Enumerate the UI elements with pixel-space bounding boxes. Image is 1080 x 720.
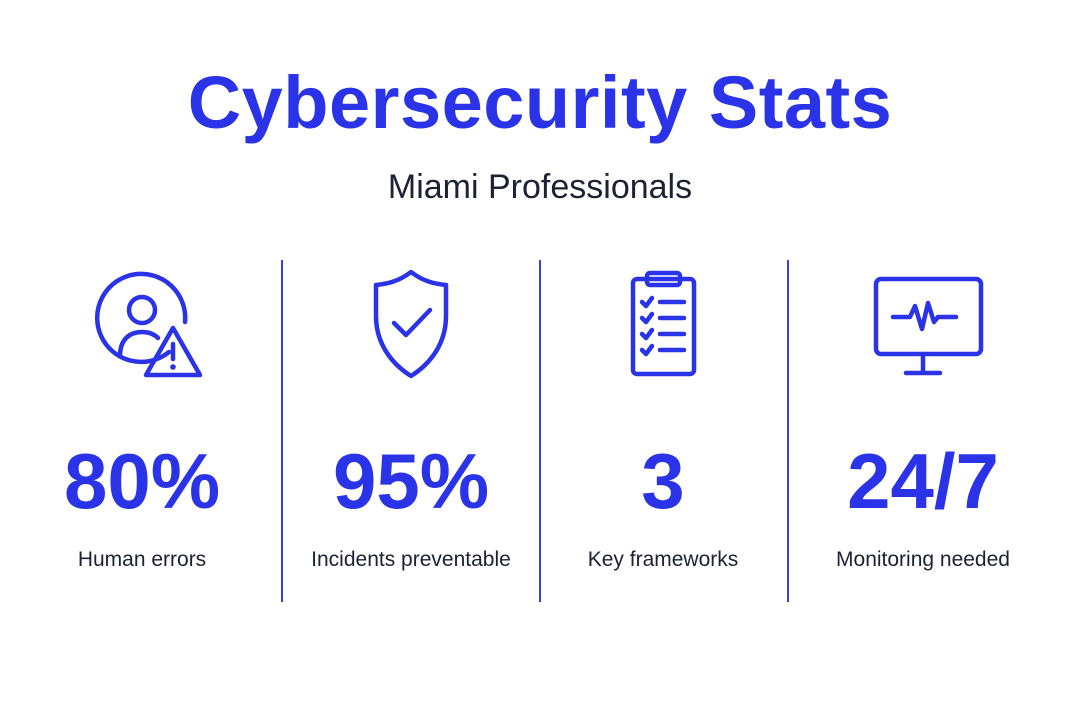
stat-card-human-errors: 80% Human errors <box>20 270 264 590</box>
shield-check-icon <box>373 270 449 379</box>
stat-value: 95% <box>332 437 490 525</box>
stat-card-key-frameworks: 3 Key frameworks <box>545 270 781 590</box>
stat-card-incidents-preventable: 95% Incidents preventable <box>292 270 530 590</box>
stat-label: Incidents preventable <box>311 548 511 571</box>
stat-card-monitoring-needed: 24/7 Monitoring needed <box>800 270 1046 590</box>
stat-label: Key frameworks <box>587 548 739 571</box>
page-title: Cybersecurity Stats <box>187 61 893 144</box>
clipboard-checklist-icon <box>630 270 697 377</box>
column-divider <box>281 260 283 602</box>
stat-value: 24/7 <box>847 437 999 525</box>
stat-label: Human errors <box>77 548 207 571</box>
page-subtitle: Miami Professionals <box>387 168 693 206</box>
column-divider <box>539 260 541 602</box>
monitor-pulse-icon <box>873 276 984 376</box>
column-divider <box>787 260 789 602</box>
user-warning-icon <box>94 271 203 378</box>
stat-value: 3 <box>641 437 685 525</box>
stat-value: 80% <box>63 437 221 525</box>
stat-label: Monitoring needed <box>836 548 1010 571</box>
